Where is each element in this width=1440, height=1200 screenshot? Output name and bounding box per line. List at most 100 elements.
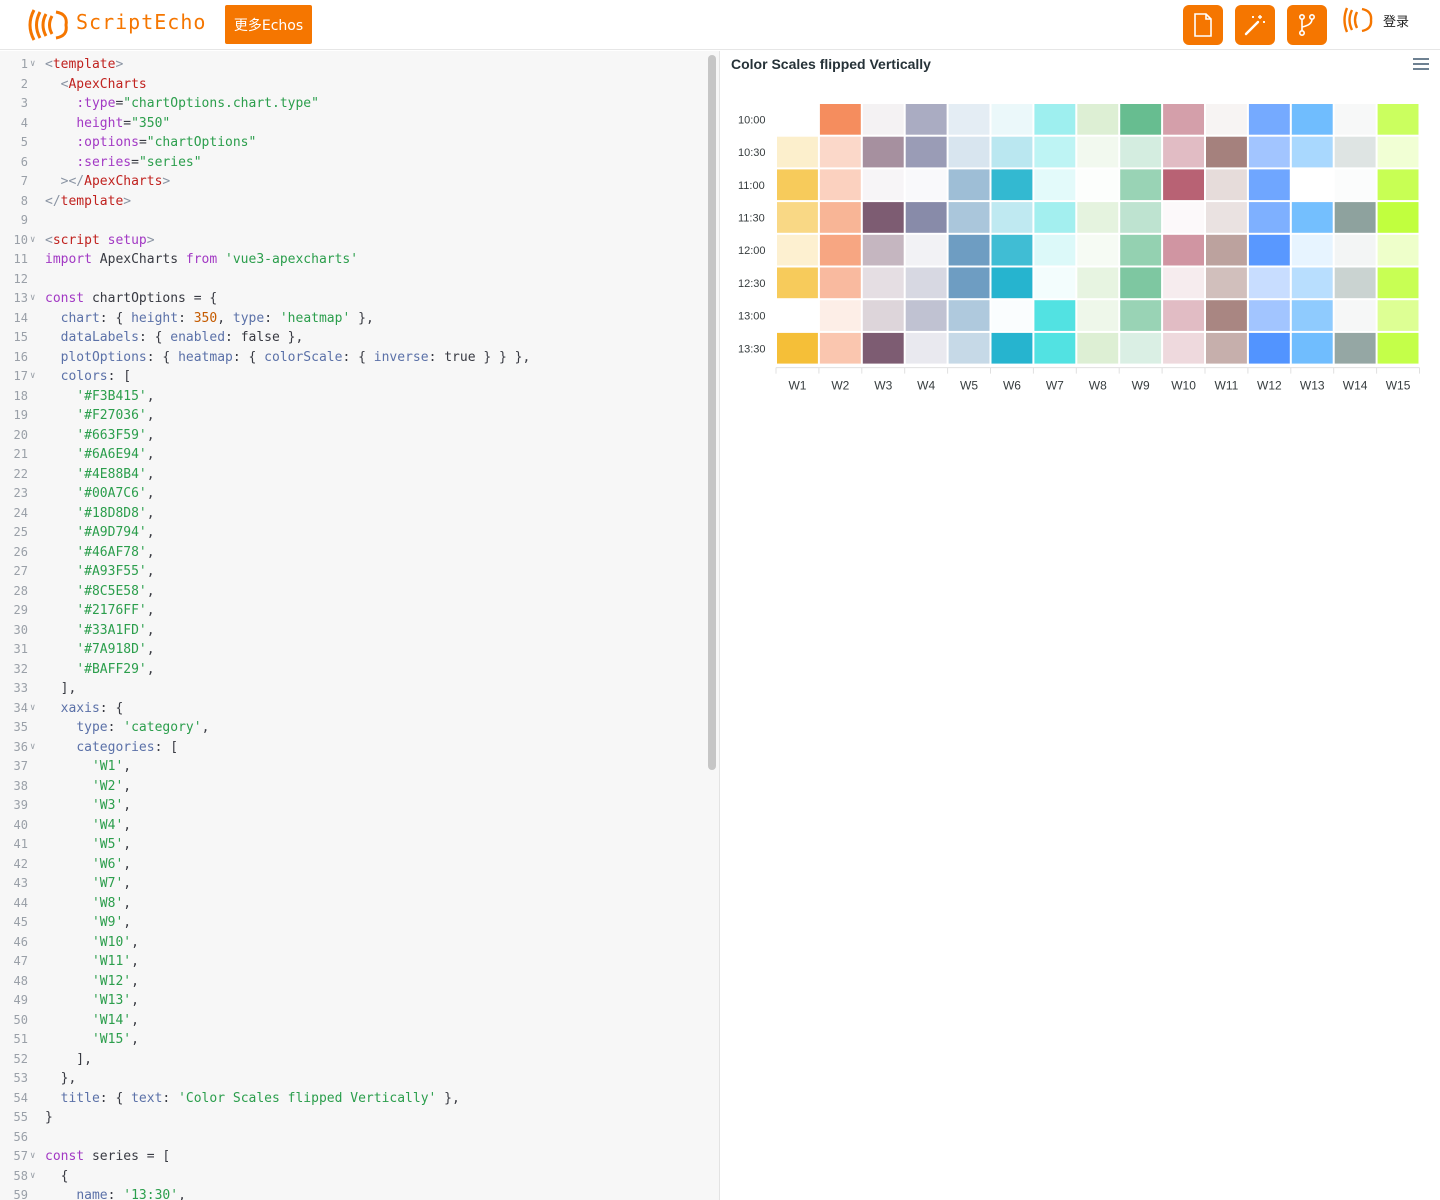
heatmap-cell[interactable] [948,300,990,331]
code-line[interactable]: 59 name: '13:30', [0,1186,700,1200]
code-line[interactable]: 16 plotOptions: { heatmap: { colorScale:… [0,348,700,368]
heatmap-cell[interactable] [1034,202,1076,233]
fold-chevron-icon[interactable]: ∨ [30,293,36,303]
heatmap-cell[interactable] [1120,300,1162,331]
code-line[interactable]: 15 dataLabels: { enabled: false }, [0,328,700,348]
heatmap-cell[interactable] [819,104,861,135]
heatmap-cell[interactable] [905,267,947,299]
code-line[interactable]: 49 'W13', [0,991,700,1011]
heatmap-cell[interactable] [948,169,990,201]
heatmap-cell[interactable] [1206,202,1247,233]
scriptecho-logo-icon[interactable] [28,6,70,44]
heatmap-cell[interactable] [819,169,861,201]
code-line[interactable]: 34 ∨ xaxis: { [0,699,700,719]
heatmap-cell[interactable] [1206,169,1247,201]
heatmap-cell[interactable] [1120,169,1162,201]
code-line[interactable]: 51 'W15', [0,1030,700,1050]
heatmap-cell[interactable] [1334,332,1376,364]
heatmap-cell[interactable] [948,234,990,266]
heatmap-cell[interactable] [819,300,861,331]
heatmap-cell[interactable] [1291,104,1333,135]
code-line[interactable]: 36 ∨ categories: [ [0,738,700,758]
heatmap-cell[interactable] [1334,169,1376,201]
heatmap-cell[interactable] [1291,169,1333,201]
code-line[interactable]: 53 }, [0,1069,700,1089]
heatmap-cell[interactable] [1248,169,1290,201]
heatmap-cell[interactable] [862,202,904,233]
heatmap-cell[interactable] [1248,300,1290,331]
heatmap-cell[interactable] [1034,169,1076,201]
heatmap-cell[interactable] [1163,234,1204,266]
code-line[interactable]: 39 'W3', [0,796,700,816]
heatmap-cell[interactable] [1206,267,1247,299]
code-line[interactable]: 43 'W7', [0,874,700,894]
heatmap-cell[interactable] [1120,136,1162,168]
heatmap-cell[interactable] [948,267,990,299]
heatmap-cell[interactable] [819,267,861,299]
heatmap-cell[interactable] [1120,332,1162,364]
heatmap-cell[interactable] [1077,136,1119,168]
code-line[interactable]: 33 ], [0,679,700,699]
heatmap-cell[interactable] [1034,332,1076,364]
code-line[interactable]: 56 [0,1128,700,1148]
login-link[interactable]: 登录 [1383,15,1410,30]
code-line[interactable]: 7 ></ApexCharts> [0,172,700,192]
heatmap-cell[interactable] [1291,332,1333,364]
code-line[interactable]: 21 '#6A6E94', [0,445,700,465]
code-line[interactable]: 19 '#F27036', [0,406,700,426]
heatmap-cell[interactable] [1291,202,1333,233]
fold-chevron-icon[interactable]: ∨ [30,1170,36,1181]
heatmap-cell[interactable] [991,332,1033,364]
heatmap-cell[interactable] [1248,136,1290,168]
heatmap-cell[interactable] [1077,169,1119,201]
heatmap-cell[interactable] [1248,234,1290,266]
code-line[interactable]: 50 'W14', [0,1011,700,1031]
code-line[interactable]: 5 :options="chartOptions" [0,133,700,153]
code-line[interactable]: 55} [0,1108,700,1128]
heatmap-cell[interactable] [1334,136,1376,168]
code-line[interactable]: 28 '#8C5E58', [0,582,700,602]
heatmap-cell[interactable] [1206,136,1247,168]
heatmap-cell[interactable] [1334,202,1376,233]
heatmap-cell[interactable] [991,300,1033,331]
heatmap-cell[interactable] [819,234,861,266]
code-line[interactable]: 32 '#BAFF29', [0,660,700,680]
heatmap-cell[interactable] [1163,136,1204,168]
heatmap-cell[interactable] [862,300,904,331]
heatmap-cell[interactable] [1163,300,1204,331]
heatmap-cell[interactable] [777,234,818,266]
heatmap-cell[interactable] [862,136,904,168]
heatmap-cell[interactable] [905,169,947,201]
heatmap-cell[interactable] [1163,169,1204,201]
heatmap-cell[interactable] [777,169,818,201]
heatmap-cell[interactable] [991,267,1033,299]
heatmap-cell[interactable] [1334,300,1376,331]
code-line[interactable]: 41 'W5', [0,835,700,855]
heatmap-cell[interactable] [862,104,904,135]
heatmap-cell[interactable] [777,104,818,135]
heatmap-cell[interactable] [1206,234,1247,266]
fold-chevron-icon[interactable]: ∨ [30,371,36,381]
heatmap-cell[interactable] [1377,234,1419,266]
heatmap-cell[interactable] [1334,104,1376,135]
code-line[interactable]: 17 ∨ colors: [ [0,367,700,387]
heatmap-cell[interactable] [1248,267,1290,299]
code-line[interactable]: 20 '#663F59', [0,426,700,446]
heatmap-cell[interactable] [862,234,904,266]
code-line[interactable]: 3 :type="chartOptions.chart.type" [0,94,700,114]
heatmap-cell[interactable] [1291,136,1333,168]
heatmap-cell[interactable] [1034,300,1076,331]
hamburger-menu-icon[interactable] [1412,57,1430,71]
heatmap-cell[interactable] [991,234,1033,266]
magic-button[interactable] [1235,5,1275,45]
heatmap-cell[interactable] [862,169,904,201]
heatmap-cell[interactable] [948,104,990,135]
code-line[interactable]: 6 :series="series" [0,153,700,173]
heatmap-cell[interactable] [991,202,1033,233]
more-echos-button[interactable]: 更多Echos [225,5,312,44]
code-line[interactable]: 31 '#7A918D', [0,640,700,660]
code-line[interactable]: 29 '#2176FF', [0,601,700,621]
heatmap-cell[interactable] [1077,202,1119,233]
heatmap-cell[interactable] [1120,202,1162,233]
heatmap-cell[interactable] [1334,234,1376,266]
